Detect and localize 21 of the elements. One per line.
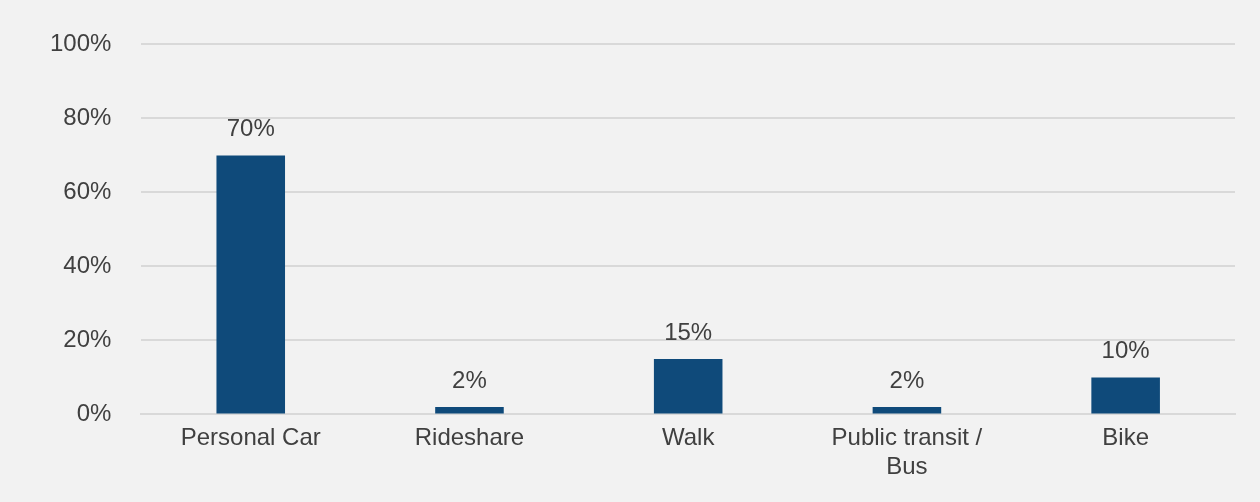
- bar: [653, 358, 723, 414]
- bar: [435, 407, 504, 414]
- data-label: 70%: [226, 114, 275, 142]
- data-label: 2%: [452, 365, 487, 393]
- data-label: 10%: [1101, 336, 1150, 364]
- y-tick-label: 40%: [63, 251, 112, 279]
- bar: [1091, 377, 1160, 414]
- data-label: 15%: [664, 317, 713, 345]
- x-tick-label: Walk: [661, 423, 716, 451]
- data-label: 2%: [889, 365, 925, 393]
- y-tick-label: 100%: [49, 29, 112, 57]
- bar: [872, 407, 942, 414]
- x-tick-label: Bike: [1102, 423, 1149, 451]
- y-tick-label: 80%: [63, 103, 112, 131]
- y-tick-label: 0%: [76, 399, 112, 427]
- x-tick-label: Personal Car: [180, 423, 321, 451]
- x-tick-label: Rideshare: [414, 423, 525, 451]
- y-tick-label: 60%: [63, 177, 112, 205]
- bar: [216, 155, 286, 414]
- x-tick-label: Public transit / Bus: [831, 423, 983, 480]
- y-tick-label: 20%: [63, 325, 112, 353]
